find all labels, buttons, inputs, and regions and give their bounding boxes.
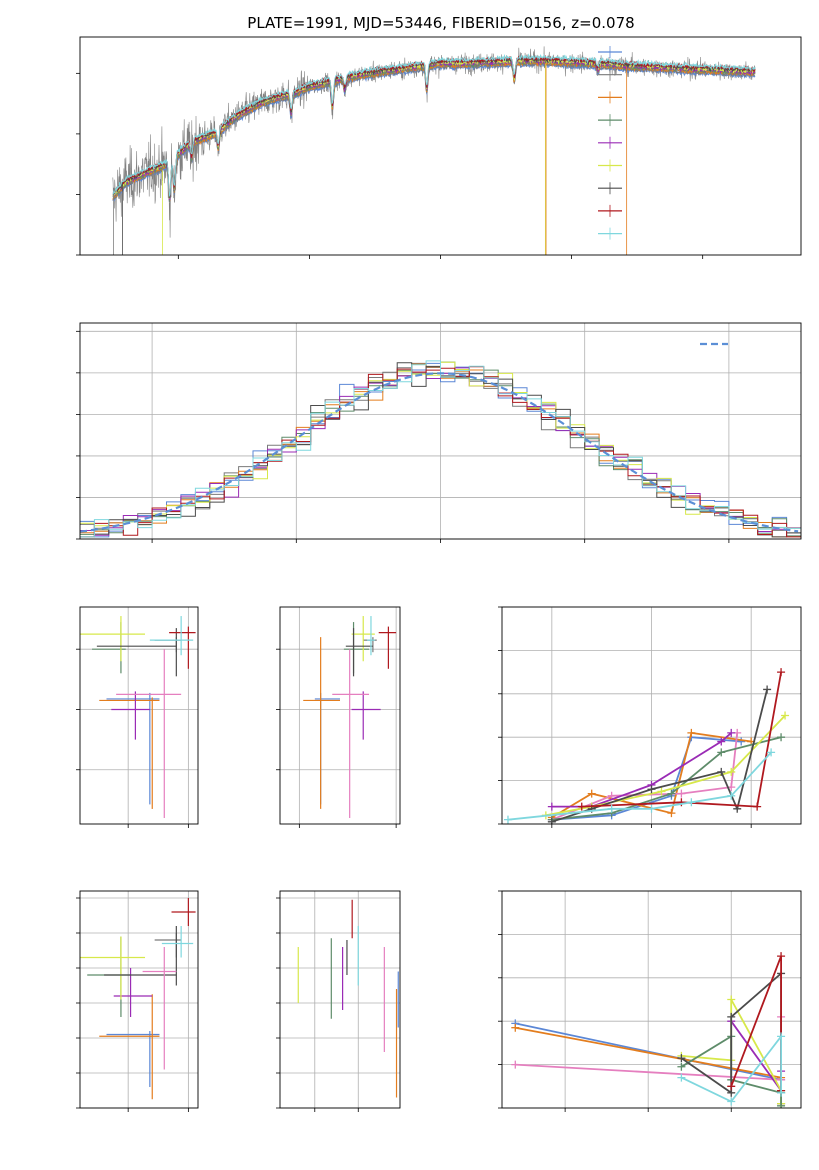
weight-line	[581, 671, 782, 808]
weight-marker	[511, 1060, 520, 1069]
ebv-mass-grid	[280, 891, 400, 1109]
weight-marker	[727, 767, 736, 776]
weight-marker	[607, 804, 616, 813]
spectrum-plot-area	[112, 46, 756, 255]
histogram-step-line	[80, 360, 801, 538]
weight-marker	[647, 804, 656, 813]
mass-age-plot-area	[303, 616, 397, 818]
weight-marker	[677, 789, 686, 798]
ebv-mass-axes	[276, 890, 401, 1112]
weight-marker	[511, 1023, 520, 1032]
spectrum-model-line	[112, 53, 756, 198]
weight-marker	[647, 785, 656, 794]
z-age-frame	[79, 606, 199, 825]
z-mass-plot-area	[80, 898, 196, 1100]
weight-marker	[677, 1062, 686, 1071]
weight-marker	[737, 737, 746, 746]
weight-marker	[687, 798, 696, 807]
weight-marker	[727, 1097, 736, 1106]
weight-marker	[777, 952, 786, 961]
spectrum-axes	[76, 36, 802, 259]
age-weight-axes	[498, 606, 802, 828]
ebv-mass-frame	[279, 890, 401, 1109]
weight-marker	[727, 995, 736, 1004]
weight-marker	[727, 791, 736, 800]
weight-marker	[763, 685, 772, 694]
weight-marker	[503, 815, 512, 824]
age-weight-plot-area	[503, 668, 790, 824]
z-weight-frame	[501, 890, 802, 1109]
weight-marker	[777, 1101, 786, 1108]
weight-marker	[667, 789, 676, 798]
spectrum-frame	[79, 36, 802, 256]
weight-marker	[677, 798, 686, 807]
weight-marker	[727, 1082, 736, 1091]
spectrum-legend	[598, 46, 622, 240]
age-weight-frame	[501, 606, 802, 825]
residuals-axes	[76, 322, 802, 543]
weight-marker	[727, 728, 736, 737]
weight-marker	[781, 711, 790, 720]
z-mass-frame	[79, 890, 199, 1109]
weight-marker	[677, 1054, 686, 1063]
normal-curve-line	[80, 372, 799, 533]
weight-marker	[777, 1032, 786, 1041]
weight-marker	[777, 668, 786, 677]
weight-marker	[577, 802, 586, 811]
weight-marker	[777, 733, 786, 742]
weight-marker	[677, 1073, 686, 1082]
residuals-plot-area	[80, 360, 801, 538]
z-mass-axes	[76, 890, 199, 1112]
weight-marker	[587, 789, 596, 798]
mass-age-frame	[279, 606, 401, 825]
weight-marker	[547, 817, 556, 824]
z-weight-plot-area	[511, 952, 786, 1108]
weight-marker	[777, 1088, 786, 1097]
weight-marker	[767, 748, 776, 757]
weight-marker	[717, 748, 726, 757]
figure-title: PLATE=1991, MJD=53446, FIBERID=0156, z=0…	[247, 14, 634, 32]
ebv-mass-plot-area	[297, 899, 399, 1098]
z-age-axes	[76, 606, 199, 828]
weight-line	[507, 751, 772, 821]
mass-age-axes	[276, 606, 401, 828]
weight-marker	[547, 802, 556, 811]
weight-marker	[657, 787, 666, 796]
weight-marker	[753, 802, 762, 811]
weight-line	[681, 1033, 782, 1103]
weight-marker	[667, 809, 676, 818]
weight-marker	[727, 1012, 736, 1021]
residuals-frame	[79, 322, 802, 540]
weight-marker	[717, 737, 726, 746]
z-weight-axes	[498, 890, 802, 1112]
weight-marker	[717, 767, 726, 776]
z-age-plot-area	[80, 616, 196, 818]
weight-marker	[687, 728, 696, 737]
